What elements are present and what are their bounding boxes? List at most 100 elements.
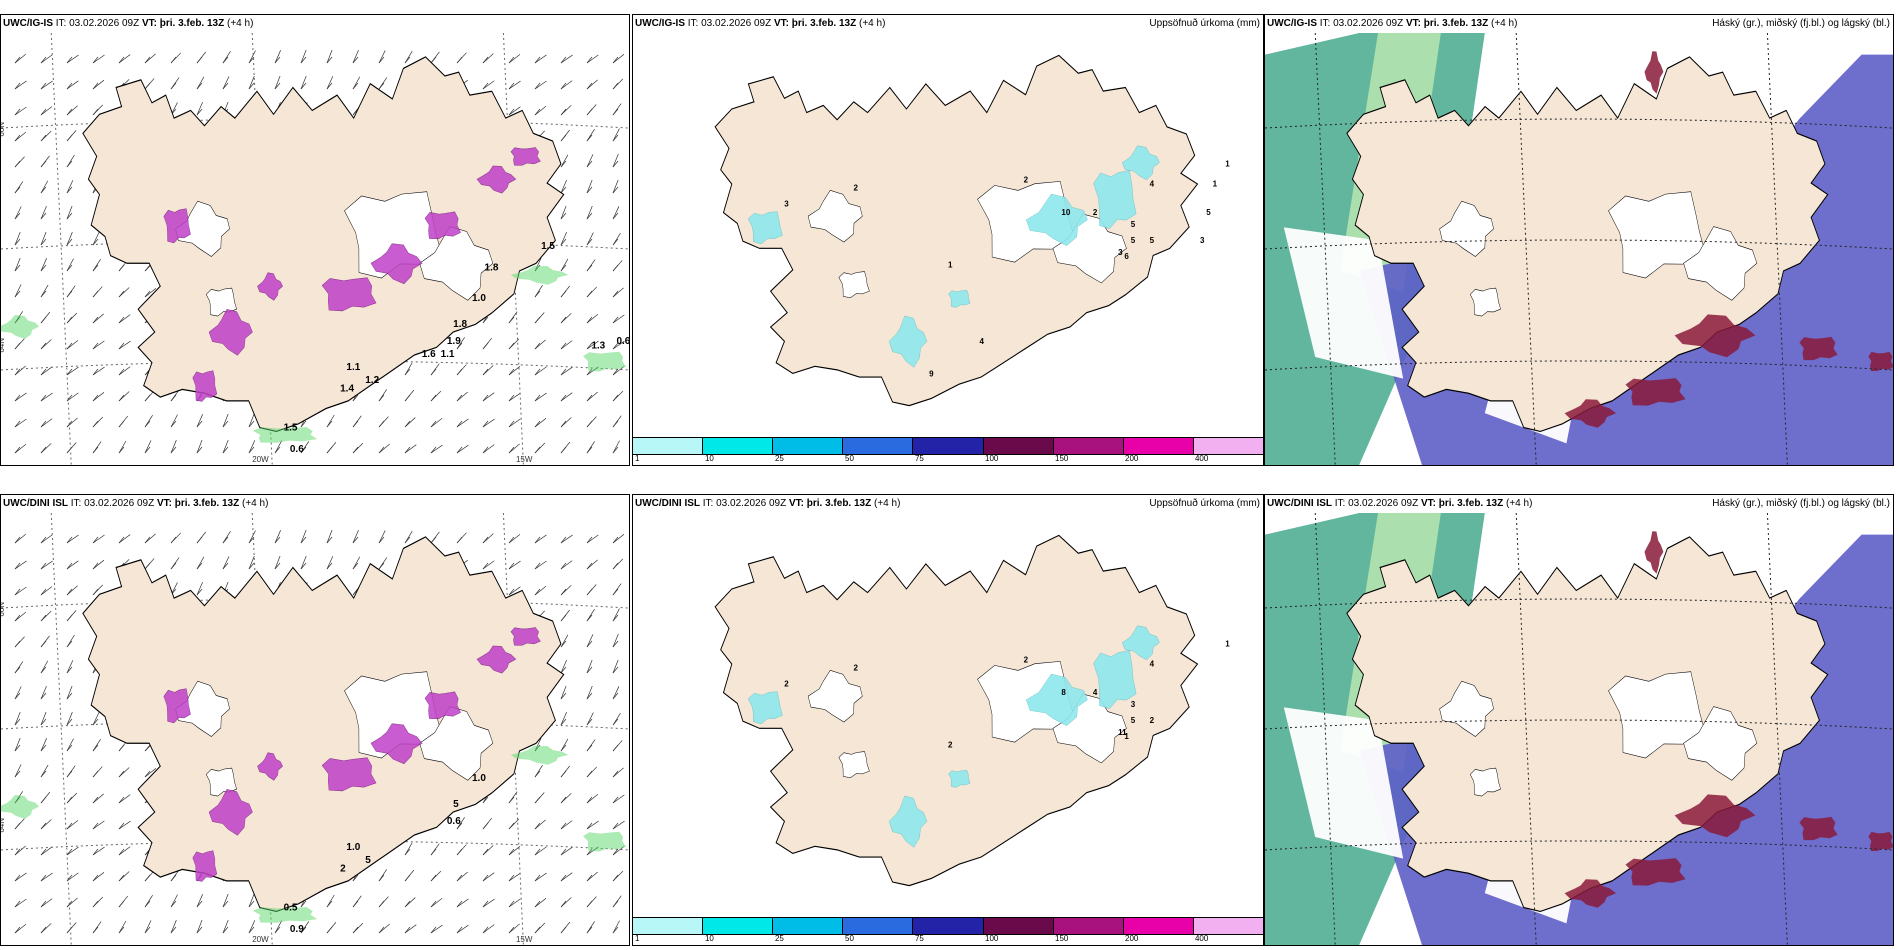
value-labels: 1.5 0.6 1.4 1.2 1.1 1.9 1.8 1.0 1.1 1.6 1.8 0.6 1.5 1… [284, 241, 629, 455]
legend-swatch [773, 918, 844, 934]
valid-label: VT: [156, 498, 172, 509]
panel-header: UWC/IG-IS IT: 03.02.2026 09Z VT: þri. 3.… [1265, 15, 1893, 33]
value-label: 1.9 [447, 336, 461, 347]
lon-label: 15W [516, 455, 533, 464]
precip-legend: 1 10 25 50 75 100 150 200 400 [633, 437, 1263, 465]
model-name: UWC/IG-IS [3, 18, 53, 29]
lead-time: (+4 h) [874, 498, 901, 509]
glacier [1608, 191, 1707, 279]
value-label: 11 [1118, 728, 1127, 737]
lat-label: 64N [1, 818, 6, 833]
value-label: 5 [453, 799, 459, 810]
valid-time: þri. 3.feb. 13Z [791, 18, 857, 29]
value-label: 4 [980, 337, 985, 346]
precip-area [748, 211, 783, 245]
legend-tick: 10 [704, 934, 714, 943]
low-cloud [1564, 531, 1893, 908]
graticule [1265, 513, 1893, 945]
precip-cell [163, 208, 191, 244]
precip-cell [257, 752, 283, 781]
legend-swatch [1053, 918, 1124, 934]
value-label: 2 [854, 184, 859, 193]
init-label: IT: [702, 498, 714, 509]
panel-header: UWC/IG-IS IT: 03.02.2026 09Z VT: þri. 3.… [633, 15, 1263, 33]
lead-time: (+4 h) [1506, 498, 1533, 509]
legend-tick: 400 [1194, 934, 1209, 943]
legend-tick: 75 [914, 454, 924, 463]
value-label: 1 [1124, 732, 1129, 741]
value-label: 2 [1150, 716, 1155, 725]
graticule [1265, 33, 1893, 465]
map-canvas [1265, 513, 1893, 945]
lat-label: 66N [1, 122, 6, 137]
init-time: 03.02.2026 09Z [1333, 18, 1404, 29]
precip-area [1093, 650, 1137, 709]
lead-time: (+4 h) [859, 18, 886, 29]
value-label: 1 [1213, 180, 1218, 189]
legend-tick: 50 [845, 454, 854, 463]
value-label: 0.6 [290, 444, 304, 455]
map-area: 3 2 1 2 5 4 5 5 3 6 10 2 1 1 5 3 9 4 [633, 33, 1263, 437]
map-area: 2 2 2 2 3 4 5 2 11 1 8 4 1 [633, 513, 1263, 917]
precip-cell [192, 370, 218, 402]
value-label: 2 [1024, 655, 1029, 664]
value-label: 1 [1225, 639, 1230, 648]
value-label: 4 [1150, 660, 1155, 669]
init-label: IT: [70, 498, 82, 509]
glacier [1469, 287, 1501, 317]
valid-label: VT: [788, 498, 804, 509]
legend-swatch [843, 438, 914, 454]
valid-time: þri. 3.feb. 13Z [1438, 498, 1504, 509]
value-label: 2 [340, 864, 346, 875]
precip-cell [257, 272, 283, 301]
legend-tick: 100 [985, 454, 999, 463]
legend-swatch [633, 918, 704, 934]
precip-area [1026, 193, 1088, 246]
value-label: 1.8 [453, 319, 467, 330]
map-area: 1.5 0.6 1.4 1.2 1.1 1.9 1.8 1.0 1.1 1.6 1.8 0.6 1.5 1… [1, 33, 629, 465]
lon-label: 15W [516, 935, 533, 944]
value-label: 1.6 [422, 349, 436, 360]
valid-label: VT: [773, 18, 789, 29]
valid-label: VT: [141, 18, 157, 29]
precip-cell [476, 645, 517, 674]
value-label: 5 [365, 855, 371, 866]
precip-area [889, 315, 928, 368]
panel-wind-0: UWC/IG-IS IT: 03.02.2026 09Z VT: þri. 3.… [0, 14, 630, 466]
legend-swatch [983, 918, 1054, 934]
value-label: 0.6 [447, 816, 461, 827]
value-label: 5 [1206, 208, 1211, 217]
legend-swatch [773, 438, 844, 454]
value-label: 6 [1124, 252, 1129, 261]
value-label: 1.5 [284, 422, 298, 433]
model-name: UWC/DINI ISL [635, 498, 700, 509]
legend-tick: 1 [635, 454, 640, 463]
legend-tick: 200 [1125, 934, 1139, 943]
precip-cell [476, 165, 517, 194]
legend-swatch [1123, 918, 1194, 934]
value-label: 4 [1093, 688, 1098, 697]
value-label: 1.3 [591, 340, 605, 351]
legend-tick: 150 [1055, 454, 1069, 463]
lead-time: (+4 h) [227, 18, 254, 29]
axis-labels: 66N 64N 20W 15W [1, 122, 533, 464]
value-label: 1 [1225, 159, 1230, 168]
precip-cell [510, 627, 541, 646]
panel-header: UWC/IG-IS IT: 03.02.2026 09Z VT: þri. 3.… [1, 15, 629, 33]
precip-cell [208, 308, 253, 356]
glacier [838, 271, 870, 299]
iceland-landmass [714, 54, 1199, 407]
panel-cloud-0: UWC/IG-IS IT: 03.02.2026 09Z VT: þri. 3.… [1264, 14, 1894, 466]
value-label: 3 [1131, 700, 1136, 709]
init-label: IT: [1319, 18, 1331, 29]
value-label: 5 [1131, 716, 1136, 725]
panel-precip-1: UWC/DINI ISL IT: 03.02.2026 09Z VT: þri.… [632, 494, 1264, 946]
legend-swatch [913, 918, 984, 934]
precip-area [889, 795, 928, 848]
value-label: 9 [929, 369, 934, 378]
legend-swatch [1193, 918, 1263, 934]
panel-header: UWC/DINI ISL IT: 03.02.2026 09Z VT: þri.… [1, 495, 629, 513]
green-precip [1, 265, 627, 443]
low-cloud [1564, 51, 1893, 428]
